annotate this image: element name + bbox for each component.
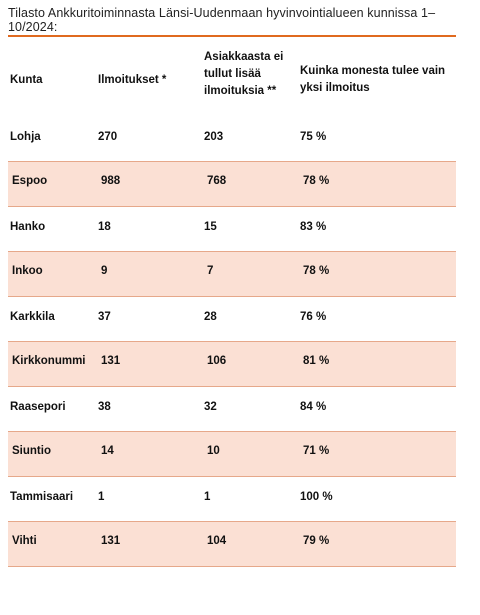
cell-yksi-ilmoitus: 83 %: [300, 221, 327, 233]
table-row: Vihti 131 104 79 %: [8, 521, 456, 567]
cell-ilmoitukset: 131: [101, 355, 121, 367]
table-header: Kunta Ilmoitukset * Asiakkaasta ei tullu…: [8, 37, 456, 117]
page-title: Tilasto Ankkuritoiminnasta Länsi-Uudenma…: [8, 6, 436, 34]
cell-yksi-ilmoitus: 78 %: [303, 175, 330, 187]
cell-kunta: Hanko: [10, 221, 46, 233]
cell-kunta: Siuntio: [12, 445, 51, 457]
header-kunta: Kunta: [10, 74, 43, 86]
cell-ilmoitukset: 988: [101, 175, 121, 187]
cell-yksi-ilmoitus: 78 %: [303, 265, 330, 277]
cell-kunta: Karkkila: [10, 311, 55, 323]
cell-yksi-ilmoitus: 79 %: [303, 535, 330, 547]
header-ei-lisaa-line: ilmoituksia **: [204, 85, 277, 97]
cell-ei-lisaa: 1: [204, 491, 211, 503]
header-ei-lisaa-line: tullut lisää: [204, 68, 261, 80]
header-yksi-line: Kuinka monesta tulee vain: [300, 65, 446, 77]
cell-yksi-ilmoitus: 84 %: [300, 401, 327, 413]
cell-ei-lisaa: 28: [204, 311, 217, 323]
cell-kunta: Raasepori: [10, 401, 66, 413]
header-ei-lisaa: Asiakkaasta ei tullut lisää ilmoituksia …: [204, 49, 283, 100]
cell-yksi-ilmoitus: 71 %: [303, 445, 330, 457]
cell-ilmoitukset: 1: [98, 491, 105, 503]
cell-ilmoitukset: 18: [98, 221, 111, 233]
cell-ei-lisaa: 203: [204, 131, 224, 143]
table-row: Raasepori 38 32 84 %: [8, 387, 456, 431]
table-row: Kirkkonummi 131 106 81 %: [8, 341, 456, 387]
header-ei-lisaa-line: Asiakkaasta ei: [204, 51, 284, 63]
cell-ei-lisaa: 106: [207, 355, 227, 367]
table-row: Hanko 18 15 83 %: [8, 207, 456, 251]
table-row: Espoo 988 768 78 %: [8, 161, 456, 207]
cell-ilmoitukset: 14: [101, 445, 114, 457]
cell-yksi-ilmoitus: 76 %: [300, 311, 327, 323]
header-yksi-line: yksi ilmoitus: [300, 82, 370, 94]
table-row: Siuntio 14 10 71 %: [8, 431, 456, 477]
cell-ei-lisaa: 15: [204, 221, 217, 233]
cell-kunta: Espoo: [12, 175, 48, 187]
table-top-rule: [8, 35, 456, 37]
cell-kunta: Lohja: [10, 131, 41, 143]
cell-kunta: Tammisaari: [10, 491, 74, 503]
cell-ei-lisaa: 10: [207, 445, 220, 457]
table-row: Inkoo 9 7 78 %: [8, 251, 456, 297]
cell-yksi-ilmoitus: 75 %: [300, 131, 327, 143]
cell-ei-lisaa: 104: [207, 535, 227, 547]
header-ilmoitukset: Ilmoitukset *: [98, 74, 167, 86]
table-row: Tammisaari 1 1 100 %: [8, 477, 456, 521]
cell-ei-lisaa: 7: [207, 265, 214, 277]
cell-kunta: Vihti: [12, 535, 37, 547]
cell-yksi-ilmoitus: 100 %: [300, 491, 333, 503]
header-yksi-ilmoitus: Kuinka monesta tulee vain yksi ilmoitus: [300, 63, 445, 97]
cell-ilmoitukset: 131: [101, 535, 121, 547]
table-body: Lohja 270 203 75 % Espoo 988 768 78 % Hanko 18 15 8…: [8, 117, 456, 567]
cell-yksi-ilmoitus: 81 %: [303, 355, 330, 367]
cell-ilmoitukset: 38: [98, 401, 111, 413]
cell-kunta: Kirkkonummi: [12, 355, 86, 367]
cell-ilmoitukset: 270: [98, 131, 118, 143]
cell-ilmoitukset: 37: [98, 311, 111, 323]
table-row: Lohja 270 203 75 %: [8, 117, 456, 161]
cell-ilmoitukset: 9: [101, 265, 108, 277]
statistics-table: Kunta Ilmoitukset * Asiakkaasta ei tullu…: [8, 35, 456, 567]
cell-kunta: Inkoo: [12, 265, 43, 277]
cell-ei-lisaa: 768: [207, 175, 227, 187]
table-row: Karkkila 37 28 76 %: [8, 297, 456, 341]
cell-ei-lisaa: 32: [204, 401, 217, 413]
